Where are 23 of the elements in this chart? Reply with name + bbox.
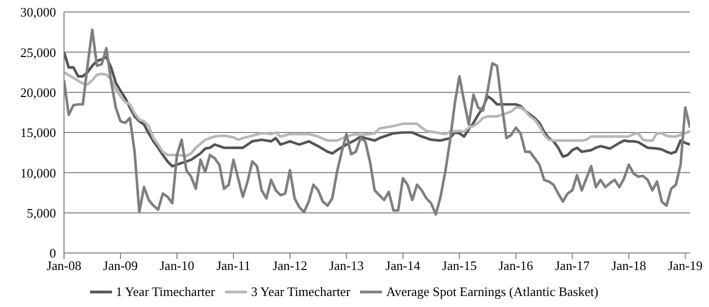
- y-tick-label: 15,000: [20, 125, 56, 140]
- x-tick-label: Jan-09: [103, 258, 138, 274]
- legend-label: 3 Year Timecharter: [250, 284, 350, 299]
- x-tick-label: Jan-17: [554, 258, 590, 274]
- x-tick-label: Jan-16: [498, 258, 534, 274]
- x-tick-label: Jan-18: [611, 258, 646, 274]
- x-tick-label: Jan-08: [46, 258, 82, 274]
- y-tick-label: 10,000: [20, 165, 56, 180]
- line-series: [64, 70, 690, 158]
- y-tick-label: 5,000: [26, 205, 56, 220]
- x-tick-label: Jan-12: [272, 258, 308, 274]
- y-tick-label: 30,000: [20, 4, 56, 20]
- y-tick-label: 0: [50, 246, 56, 261]
- x-tick-label: Jan-13: [329, 258, 364, 274]
- legend-label: 1 Year Timecharter: [116, 284, 215, 299]
- x-tick-label: Jan-11: [216, 258, 251, 274]
- x-tick-label: Jan-10: [160, 258, 194, 274]
- x-tick-label: Jan-14: [386, 258, 421, 274]
- legend-label: Average Spot Earnings (Atlantic Basket): [386, 284, 598, 299]
- y-tick-label: 25,000: [20, 44, 56, 60]
- y-tick-label: 20,000: [20, 84, 56, 100]
- x-tick-label: Jan-15: [442, 258, 477, 274]
- x-tick-label: Jan-19: [668, 258, 703, 274]
